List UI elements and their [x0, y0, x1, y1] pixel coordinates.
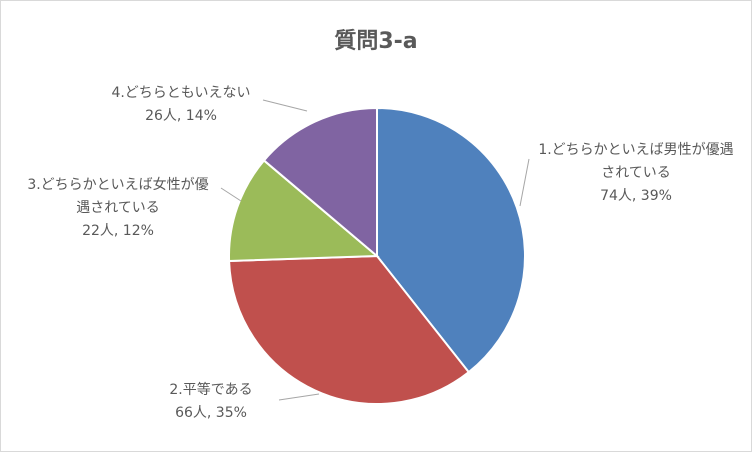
category-label: 4.どちらともいえない: [111, 85, 251, 101]
data-label: 1.どちらかといえば男性が優遇されている 74人, 39%: [536, 139, 736, 208]
pie-slice: [376, 106, 526, 374]
leader-line: [262, 99, 308, 112]
pie-slice: [262, 106, 378, 259]
value-label: 26人, 14%: [145, 108, 217, 124]
data-label: 4.どちらともいえない 26人, 14%: [96, 82, 266, 128]
leader-line: [278, 393, 320, 401]
data-label: 3.どちらかといえば女性が優遇されている 22人, 12%: [23, 174, 213, 243]
pie-slice: [228, 254, 471, 405]
data-label: 2.平等である 66人, 35%: [156, 379, 266, 425]
value-label: 66人, 35%: [175, 405, 247, 421]
chart-title: 質問3-a: [334, 29, 418, 54]
pie-slice: [228, 159, 380, 262]
category-label: 1.どちらかといえば男性が優遇されている: [538, 142, 734, 181]
value-label: 74人, 39%: [600, 188, 672, 204]
leader-line: [519, 158, 530, 207]
category-label: 3.どちらかといえば女性が優遇されている: [27, 177, 209, 216]
value-label: 22人, 12%: [82, 223, 154, 239]
category-label: 2.平等である: [169, 382, 253, 398]
leader-line: [220, 187, 242, 202]
